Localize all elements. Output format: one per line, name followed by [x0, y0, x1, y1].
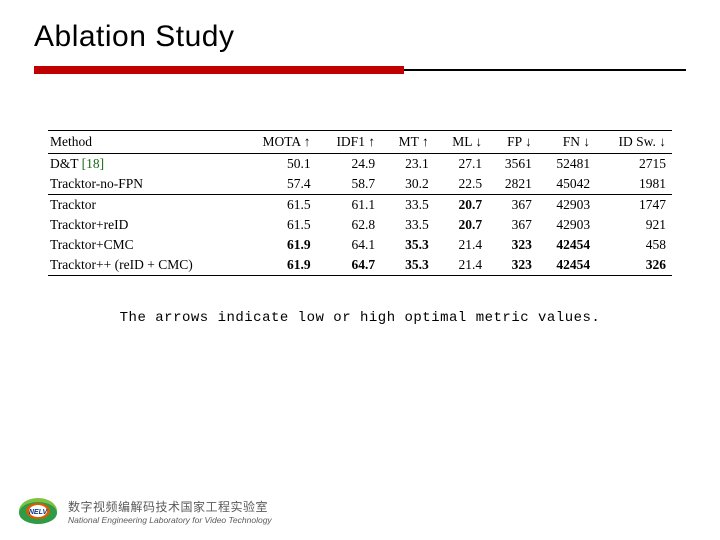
cell-value: 52481 — [538, 154, 596, 175]
cell-value: 42903 — [538, 195, 596, 216]
col-fn: FN ↓ — [538, 131, 596, 154]
cell-method: Tracktor — [48, 195, 240, 216]
cell-value: 61.9 — [240, 255, 317, 276]
cell-value: 20.7 — [435, 215, 488, 235]
cell-method: Tracktor+CMC — [48, 235, 240, 255]
table-row: Tracktor+reID 61.562.833.520.73674290392… — [48, 215, 672, 235]
cell-value: 1981 — [596, 174, 672, 195]
col-ml: ML ↓ — [435, 131, 488, 154]
cell-method: Tracktor+reID — [48, 215, 240, 235]
cell-value: 323 — [488, 235, 538, 255]
col-idsw: ID Sw. ↓ — [596, 131, 672, 154]
cell-value: 42903 — [538, 215, 596, 235]
cell-value: 58.7 — [317, 174, 382, 195]
cell-value: 61.1 — [317, 195, 382, 216]
cell-value: 35.3 — [381, 235, 435, 255]
table-header-row: Method MOTA ↑ IDF1 ↑ MT ↑ ML ↓ FP ↓ FN ↓… — [48, 131, 672, 154]
footer: NELV 数字视频编解码技术国家工程实验室 National Engineeri… — [18, 496, 272, 526]
cell-value: 45042 — [538, 174, 596, 195]
cell-value: 30.2 — [381, 174, 435, 195]
cell-value: 3561 — [488, 154, 538, 175]
ablation-table-wrap: Method MOTA ↑ IDF1 ↑ MT ↑ ML ↓ FP ↓ FN ↓… — [48, 130, 672, 326]
cell-value: 21.4 — [435, 255, 488, 276]
cell-value: 50.1 — [240, 154, 317, 175]
table-row: Tracktor-no-FPN 57.458.730.222.528214504… — [48, 174, 672, 195]
col-fp: FP ↓ — [488, 131, 538, 154]
cell-value: 22.5 — [435, 174, 488, 195]
cell-value: 458 — [596, 235, 672, 255]
table-row: D&T [18]50.124.923.127.13561524812715 — [48, 154, 672, 175]
cell-value: 42454 — [538, 235, 596, 255]
cell-value: 64.7 — [317, 255, 382, 276]
table-body: D&T [18]50.124.923.127.13561524812715Tra… — [48, 154, 672, 276]
cell-value: 20.7 — [435, 195, 488, 216]
cell-value: 24.9 — [317, 154, 382, 175]
cell-value: 27.1 — [435, 154, 488, 175]
logo-text: NELV — [29, 509, 49, 516]
cell-value: 921 — [596, 215, 672, 235]
footer-text: 数字视频编解码技术国家工程实验室 National Engineering La… — [68, 498, 272, 525]
cell-value: 42454 — [538, 255, 596, 276]
cell-value: 323 — [488, 255, 538, 276]
cell-value: 35.3 — [381, 255, 435, 276]
slide-title: Ablation Study — [0, 0, 720, 58]
citation-ref: [18] — [82, 156, 105, 171]
cell-value: 61.5 — [240, 215, 317, 235]
col-method: Method — [48, 131, 240, 154]
cell-value: 64.1 — [317, 235, 382, 255]
title-underline — [34, 66, 686, 74]
title-red-bar — [34, 66, 404, 74]
cell-method: Tracktor++ (reID + CMC) — [48, 255, 240, 276]
lab-logo-icon: NELV — [18, 496, 58, 526]
table-caption: The arrows indicate low or high optimal … — [48, 310, 672, 326]
col-mota: MOTA ↑ — [240, 131, 317, 154]
col-mt: MT ↑ — [381, 131, 435, 154]
ablation-table: Method MOTA ↑ IDF1 ↑ MT ↑ ML ↓ FP ↓ FN ↓… — [48, 130, 672, 276]
table-row: Tracktor 61.561.133.520.7367429031747 — [48, 195, 672, 216]
lab-name-cn: 数字视频编解码技术国家工程实验室 — [68, 498, 272, 515]
cell-method: Tracktor-no-FPN — [48, 174, 240, 195]
cell-method: D&T [18] — [48, 154, 240, 175]
cell-value: 57.4 — [240, 174, 317, 195]
cell-value: 61.9 — [240, 235, 317, 255]
table-row: Tracktor+CMC 61.964.135.321.432342454458 — [48, 235, 672, 255]
cell-value: 326 — [596, 255, 672, 276]
cell-value: 21.4 — [435, 235, 488, 255]
cell-value: 1747 — [596, 195, 672, 216]
cell-value: 33.5 — [381, 215, 435, 235]
cell-value: 61.5 — [240, 195, 317, 216]
cell-value: 23.1 — [381, 154, 435, 175]
cell-value: 2821 — [488, 174, 538, 195]
col-idf1: IDF1 ↑ — [317, 131, 382, 154]
table-row: Tracktor++ (reID + CMC) 61.964.735.321.4… — [48, 255, 672, 276]
lab-name-en: National Engineering Laboratory for Vide… — [68, 515, 272, 525]
cell-value: 367 — [488, 195, 538, 216]
cell-value: 367 — [488, 215, 538, 235]
cell-value: 62.8 — [317, 215, 382, 235]
cell-value: 2715 — [596, 154, 672, 175]
cell-value: 33.5 — [381, 195, 435, 216]
